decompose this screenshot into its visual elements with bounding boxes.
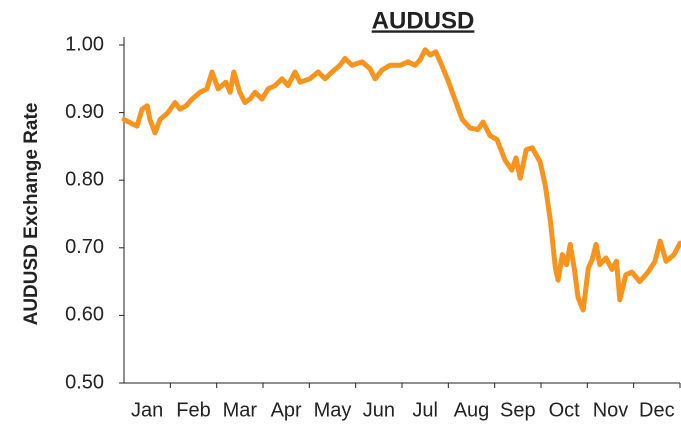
chart-title: AUDUSD <box>372 7 475 34</box>
y-tick-label: 0.70 <box>65 236 104 258</box>
y-tick-label: 1.00 <box>65 33 104 55</box>
y-axis-label: AUDUSD Exchange Rate <box>21 103 42 326</box>
y-tick-label: 0.80 <box>65 168 104 190</box>
x-tick-label: Mar <box>223 399 258 421</box>
x-tick-label: Dec <box>639 399 675 421</box>
x-tick-label: Apr <box>271 399 302 421</box>
x-tick-label: Oct <box>549 399 581 421</box>
y-tick-label: 0.90 <box>65 101 104 123</box>
y-tick-label: 0.60 <box>65 304 104 326</box>
x-tick-label: Jan <box>131 399 163 421</box>
x-tick-label: Feb <box>176 399 210 421</box>
x-tick-label: Sep <box>500 399 536 421</box>
data-line <box>121 47 681 313</box>
x-tick-label: May <box>314 399 352 421</box>
x-tick-label: Nov <box>593 399 629 421</box>
y-tick-label: 0.50 <box>65 371 104 393</box>
x-tick-label: Jun <box>363 399 395 421</box>
x-tick-label: Aug <box>454 399 490 421</box>
x-tick-label: Jul <box>412 399 438 421</box>
